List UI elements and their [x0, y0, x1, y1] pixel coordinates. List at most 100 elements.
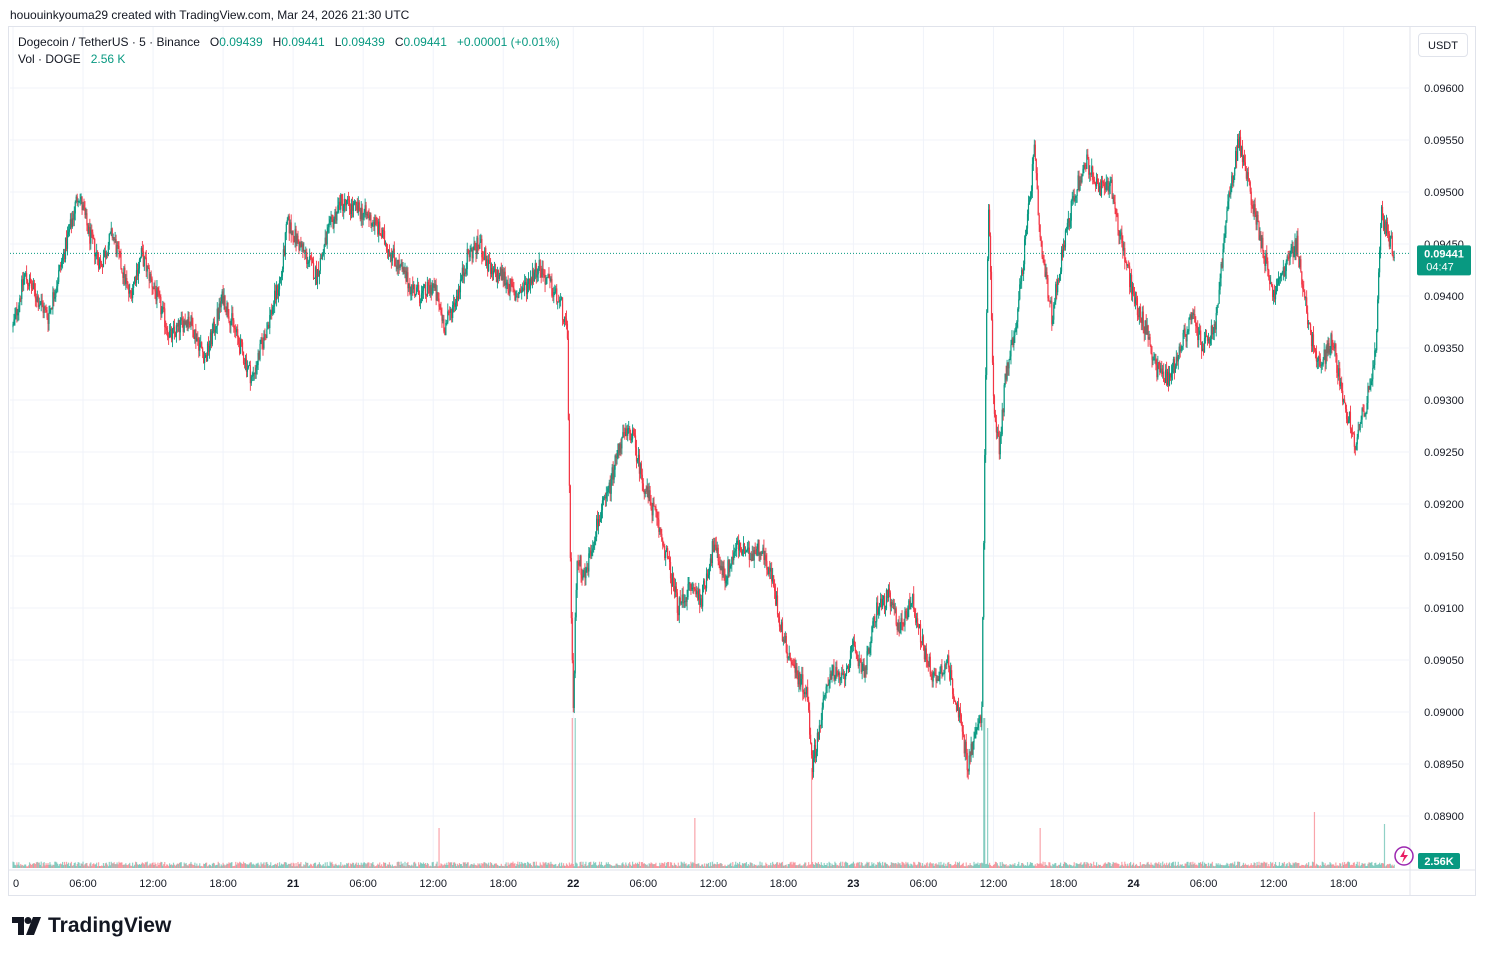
candle-body: [649, 490, 651, 503]
candle-body: [1244, 162, 1246, 171]
candle-body: [917, 627, 920, 629]
candle-body: [825, 686, 827, 693]
candle-body: [1145, 320, 1147, 335]
candle-body: [275, 285, 278, 300]
volume-bar: [637, 863, 640, 868]
candle-body: [1296, 235, 1298, 255]
candle-body: [1245, 170, 1247, 179]
candle-body: [419, 301, 422, 304]
logo-text: TradingView: [48, 914, 172, 937]
candle-body: [1040, 237, 1042, 242]
volume-bar: [23, 865, 25, 868]
candle-body: [1061, 249, 1064, 257]
candle-body: [756, 548, 758, 555]
volume-bar: [754, 865, 756, 868]
candle-body: [685, 600, 687, 603]
candle-body: [386, 250, 389, 253]
candle-body: [661, 533, 663, 541]
volume-bar: [759, 861, 761, 868]
volume-bar: [162, 865, 164, 868]
candle-body: [286, 219, 288, 225]
candle-body: [843, 674, 845, 675]
candle-body: [132, 288, 134, 299]
volume-bar: [348, 866, 351, 868]
candle-body: [1339, 368, 1341, 387]
volume-bar: [930, 863, 932, 868]
candle-body: [191, 316, 193, 326]
candle-body: [1220, 264, 1222, 279]
candle-body: [1254, 204, 1256, 212]
volume-bar: [910, 863, 912, 868]
candle-body: [697, 591, 699, 600]
volume-bar: [450, 862, 452, 868]
candle-body: [207, 343, 210, 352]
candle-body: [165, 327, 167, 328]
candle-body: [228, 316, 230, 322]
candle-body: [557, 301, 559, 303]
volume-bar: [1066, 864, 1068, 868]
volume-bar: [1029, 862, 1032, 868]
candle-body: [408, 284, 410, 289]
volume-bar: [382, 862, 385, 868]
volume-bar: [531, 866, 534, 868]
candle-body: [1063, 245, 1066, 248]
volume-bar: [1183, 865, 1185, 868]
volume-bar: [936, 864, 938, 868]
volume-bar: [208, 864, 211, 868]
volume-bar: [867, 862, 869, 868]
volume-bar: [905, 861, 907, 868]
candle-body: [1046, 271, 1048, 279]
volume-bar: [492, 865, 495, 868]
symbol-title[interactable]: Dogecoin / TetherUS · 5 · Binance: [18, 35, 200, 49]
volume-bar: [1078, 864, 1080, 868]
candle-body: [783, 639, 785, 643]
volume-bar: [593, 861, 595, 868]
volume-bar: [839, 862, 841, 868]
candle-body: [532, 270, 534, 282]
candle-body: [893, 603, 895, 610]
volume-label[interactable]: Vol · DOGE: [18, 52, 81, 66]
volume-bar: [847, 865, 850, 868]
volume-bar: [1012, 863, 1014, 868]
candle-body: [1370, 381, 1372, 387]
volume-bar: [285, 862, 287, 868]
candle-body: [118, 245, 120, 252]
candle-body: [156, 288, 158, 301]
candle-body: [878, 608, 880, 615]
volume-bar: [278, 862, 281, 868]
volume-bar: [749, 862, 751, 868]
candle-body: [1199, 330, 1201, 335]
volume-bar: [1112, 861, 1114, 868]
candle-body: [1142, 311, 1144, 327]
volume-bar: [1331, 864, 1333, 868]
candle-body: [596, 518, 599, 527]
volume-bar: [1205, 863, 1208, 868]
candle-body: [808, 700, 810, 711]
tradingview-logo: TradingView: [12, 914, 171, 938]
volume-bar: [766, 863, 768, 868]
volume-bar: [820, 862, 822, 868]
time-tick-label: 06:00: [349, 878, 377, 890]
volume-bar: [1058, 864, 1060, 868]
candle-body: [619, 444, 621, 453]
candle-body: [748, 547, 750, 560]
candle-body: [654, 506, 656, 508]
candle-body: [413, 284, 415, 290]
volume-bar: [1375, 862, 1377, 868]
candle-body: [1039, 224, 1041, 238]
volume-bar: [899, 863, 901, 868]
candle-body: [781, 622, 783, 641]
volume-bar: [166, 864, 168, 868]
candle-body: [329, 219, 331, 223]
currency-button[interactable]: USDT: [1418, 33, 1468, 57]
chart-frame: [8, 26, 1476, 896]
candle-body: [1290, 248, 1292, 254]
volume-bar: [346, 863, 348, 868]
volume-bar: [1361, 862, 1363, 868]
candle-body: [564, 316, 567, 319]
volume-bar: [1134, 864, 1137, 868]
volume-bar: [1241, 864, 1244, 868]
candle-body: [482, 257, 484, 259]
